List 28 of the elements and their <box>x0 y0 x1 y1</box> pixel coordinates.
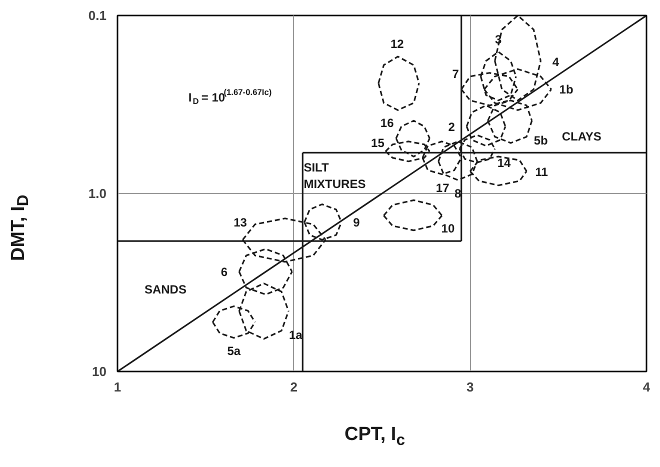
annotation: CLAYS <box>562 130 602 144</box>
annotation: 1a <box>288 328 303 342</box>
annotation: 14 <box>497 156 512 170</box>
annotation: 5b <box>534 134 548 148</box>
annotation: 11 <box>535 164 548 179</box>
x-tick-label: 2 <box>290 380 298 394</box>
annotation: 9 <box>353 216 360 230</box>
x-axis-title: CPT, I$_{c}$ <box>344 423 406 451</box>
annotation: SANDS <box>144 282 186 297</box>
annotation: 7 <box>452 67 460 82</box>
y-tick-label: 1.0 <box>88 186 107 201</box>
annotation: 4 <box>552 55 560 70</box>
x-tick-label: 3 <box>466 380 474 394</box>
annotation: 15 <box>371 136 385 150</box>
y-tick-label: 10 <box>92 364 107 379</box>
annotation: 16 <box>380 116 394 130</box>
x-tick-label: 4 <box>642 380 651 394</box>
annotation: 1b <box>559 82 574 96</box>
y-tick-label: 0.1 <box>88 8 107 23</box>
annotation: 6 <box>220 265 228 280</box>
annotation: 17 <box>436 180 450 195</box>
annotation: 12 <box>390 37 404 52</box>
annotation: 2 <box>448 120 456 134</box>
annotation: SILT MIXTURES <box>304 160 366 192</box>
x-tick-label: 1 <box>114 380 122 394</box>
annotation: 5a <box>227 344 241 358</box>
annotation: 13 <box>234 216 248 230</box>
annotation: 10 <box>441 221 455 236</box>
